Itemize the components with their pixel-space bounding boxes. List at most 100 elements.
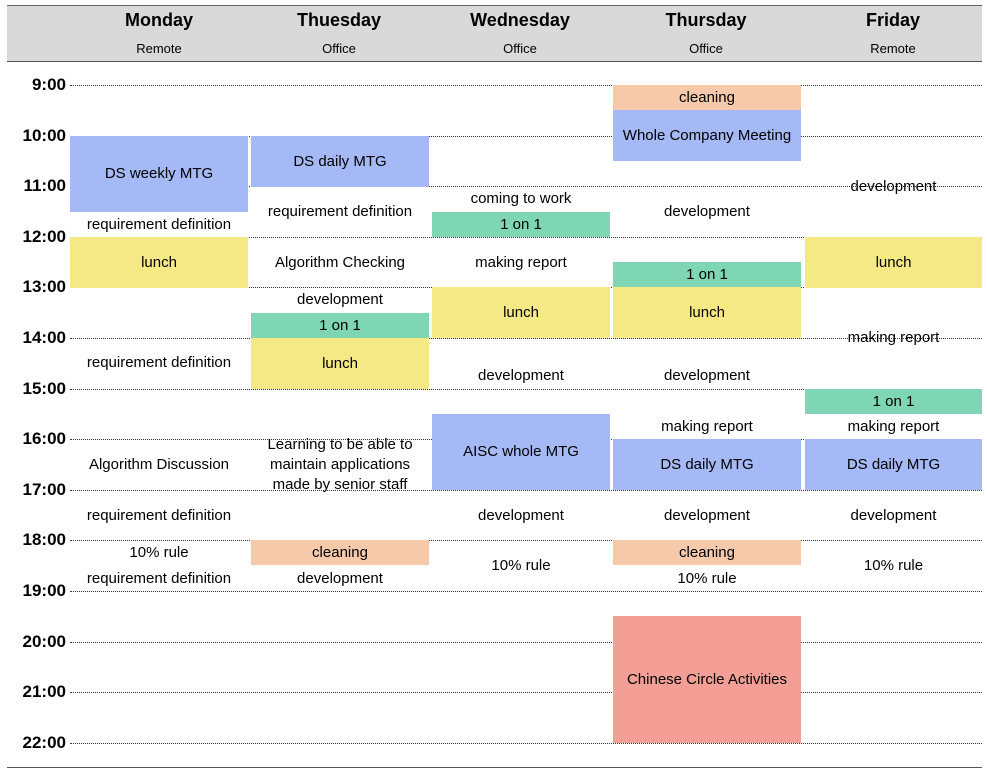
event-block[interactable]: AISC whole MTG — [432, 414, 610, 490]
hour-line — [70, 591, 982, 592]
event-block[interactable]: requirement definition — [70, 566, 248, 591]
event-label: 10% rule — [677, 569, 737, 587]
event-block[interactable]: lunch — [805, 237, 982, 288]
event-block[interactable]: DS daily MTG — [613, 439, 801, 490]
time-label: 13:00 — [22, 277, 66, 297]
day-header-wednesday: Wednesday Office — [431, 6, 609, 61]
event-label: Whole Company Meeting — [622, 126, 792, 144]
event-block[interactable]: making report — [432, 237, 610, 288]
event-block[interactable]: making report — [613, 414, 801, 439]
event-label: 1 on 1 — [500, 215, 542, 233]
event-label: development — [664, 506, 750, 524]
day-header-thursday: Thursday Office — [612, 6, 800, 61]
hour-line — [70, 540, 982, 541]
time-label: 20:00 — [22, 631, 66, 651]
day-header-tuesday: Thuesday Office — [250, 6, 428, 61]
event-block[interactable]: DS daily MTG — [251, 136, 429, 187]
event-block[interactable]: 1 on 1 — [432, 212, 610, 237]
event-label: making report — [661, 417, 753, 435]
event-block[interactable]: Whole Company Meeting — [613, 110, 801, 161]
event-label: development — [664, 202, 750, 220]
event-block[interactable]: 1 on 1 — [613, 262, 801, 287]
event-block[interactable]: development — [805, 136, 982, 237]
event-block[interactable]: Algorithm Checking — [251, 237, 429, 288]
event-block[interactable]: development — [613, 338, 801, 414]
day-header-friday: Friday Remote — [804, 6, 982, 61]
event-label: development — [478, 367, 564, 384]
event-label: 1 on 1 — [872, 392, 915, 410]
event-block[interactable]: 1 on 1 — [805, 389, 982, 414]
day-header-row: Monday Remote Thuesday Office Wednesday … — [7, 5, 982, 62]
event-block[interactable]: lunch — [70, 237, 248, 288]
event-label: coming to work — [470, 189, 572, 207]
event-label: 1 on 1 — [686, 265, 728, 283]
hour-line — [70, 85, 982, 86]
bottom-border — [7, 767, 982, 768]
event-block[interactable]: DS weekly MTG — [70, 136, 248, 212]
event-label: 1 on 1 — [319, 316, 361, 334]
event-label: lunch — [141, 253, 177, 271]
time-label: 18:00 — [22, 530, 66, 550]
event-label: 10% rule — [491, 556, 551, 574]
event-label: requirement definition — [267, 202, 413, 220]
event-block[interactable]: Algorithm Discussion — [70, 439, 248, 490]
event-label: DS daily MTG — [846, 455, 941, 473]
day-header-monday: Monday Remote — [70, 6, 248, 61]
time-label: 17:00 — [22, 479, 66, 499]
day-name: Monday — [124, 10, 193, 30]
event-block[interactable]: lunch — [251, 338, 429, 389]
event-label: cleaning — [679, 88, 735, 106]
event-label: making report — [847, 328, 940, 346]
event-block[interactable]: requirement definition — [70, 287, 248, 439]
event-label: DS daily MTG — [660, 455, 754, 473]
hour-line — [70, 692, 982, 693]
event-block[interactable]: 10% rule — [613, 566, 801, 591]
event-block[interactable]: lunch — [613, 287, 801, 338]
event-block[interactable]: development — [251, 287, 429, 312]
event-block[interactable]: requirement definition — [70, 490, 248, 541]
event-label: AISC whole MTG — [463, 443, 579, 460]
time-label: 11:00 — [23, 176, 66, 196]
event-label: Learning to be able to maintain applicat… — [267, 436, 413, 493]
event-block[interactable]: development — [432, 338, 610, 414]
event-block[interactable]: Learning to be able to maintain applicat… — [251, 389, 429, 541]
event-label: Algorithm Discussion — [88, 455, 230, 473]
hour-line — [70, 389, 982, 390]
event-block[interactable]: development — [251, 566, 429, 591]
event-block[interactable]: cleaning — [251, 540, 429, 565]
event-block[interactable]: requirement definition — [70, 212, 248, 237]
event-block[interactable]: DS daily MTG — [805, 439, 982, 490]
event-block[interactable]: Chinese Circle Activities — [613, 616, 801, 743]
event-block[interactable]: 10% rule — [70, 540, 248, 565]
event-block[interactable]: 10% rule — [805, 540, 982, 591]
event-block[interactable]: 10% rule — [432, 540, 610, 591]
event-block[interactable]: cleaning — [613, 540, 801, 565]
event-block[interactable]: development — [613, 161, 801, 262]
event-block[interactable]: 1 on 1 — [251, 313, 429, 338]
event-block[interactable]: development — [805, 490, 982, 541]
hour-line — [70, 743, 982, 744]
event-block[interactable]: making report — [805, 414, 982, 439]
event-block[interactable]: development — [613, 490, 801, 541]
event-label: DS daily MTG — [293, 152, 387, 170]
hour-line — [70, 136, 982, 137]
day-name: Wednesday — [470, 10, 570, 30]
event-label: requirement definition — [86, 215, 232, 233]
event-label: Chinese Circle Activities — [626, 670, 788, 688]
event-label: development — [850, 506, 937, 524]
event-label: DS weekly MTG — [104, 165, 214, 182]
event-block[interactable]: cleaning — [613, 85, 801, 110]
event-label: Algorithm Checking — [274, 253, 406, 271]
hour-line — [70, 642, 982, 643]
event-label: 10% rule — [129, 543, 189, 561]
event-label: lunch — [875, 253, 912, 271]
event-block[interactable]: requirement definition — [251, 186, 429, 237]
time-label: 16:00 — [22, 429, 66, 449]
event-block[interactable]: lunch — [432, 287, 610, 338]
event-block[interactable]: development — [432, 490, 610, 541]
event-block[interactable]: coming to work — [432, 186, 610, 211]
event-label: making report — [475, 253, 567, 271]
event-block[interactable]: making report — [805, 287, 982, 388]
event-label: making report — [847, 417, 940, 435]
time-label: 15:00 — [22, 378, 66, 398]
